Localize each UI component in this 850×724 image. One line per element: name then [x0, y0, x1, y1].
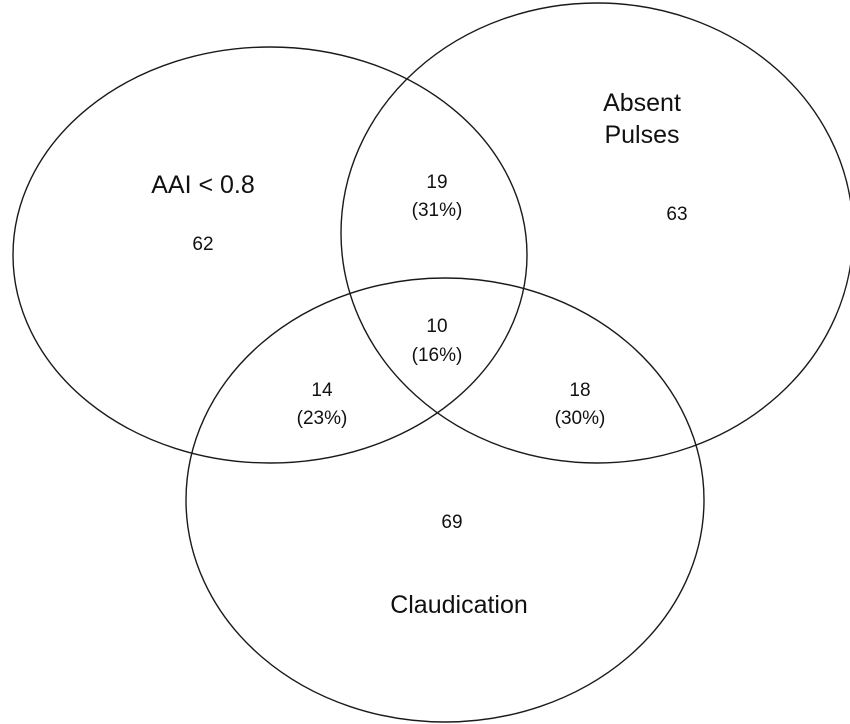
absent-pulses-circle — [340, 2, 850, 464]
pulses-claudication-percent: (30%) — [555, 408, 606, 429]
claudication-set-label: Claudication — [390, 591, 528, 619]
aai-pulses-percent: (31%) — [412, 200, 463, 221]
all-three-percent: (16%) — [412, 345, 463, 366]
aai-set-label: AAI < 0.8 — [151, 171, 255, 199]
aai-claudication-percent: (23%) — [297, 408, 348, 429]
absent-pulses-set-label-line1: Absent — [603, 89, 681, 117]
aai-pulses-count: 19 — [426, 172, 447, 193]
claudication-only-count: 69 — [441, 512, 462, 533]
all-three-count: 10 — [426, 316, 447, 337]
claudication-circle — [185, 277, 705, 723]
aai-claudication-count: 14 — [311, 380, 333, 401]
absent-pulses-only-count: 63 — [666, 204, 687, 225]
absent-pulses-set-label-line2: Pulses — [604, 121, 679, 149]
pulses-claudication-count: 18 — [569, 380, 590, 401]
aai-circle — [12, 46, 528, 464]
aai-only-count: 62 — [192, 234, 213, 255]
